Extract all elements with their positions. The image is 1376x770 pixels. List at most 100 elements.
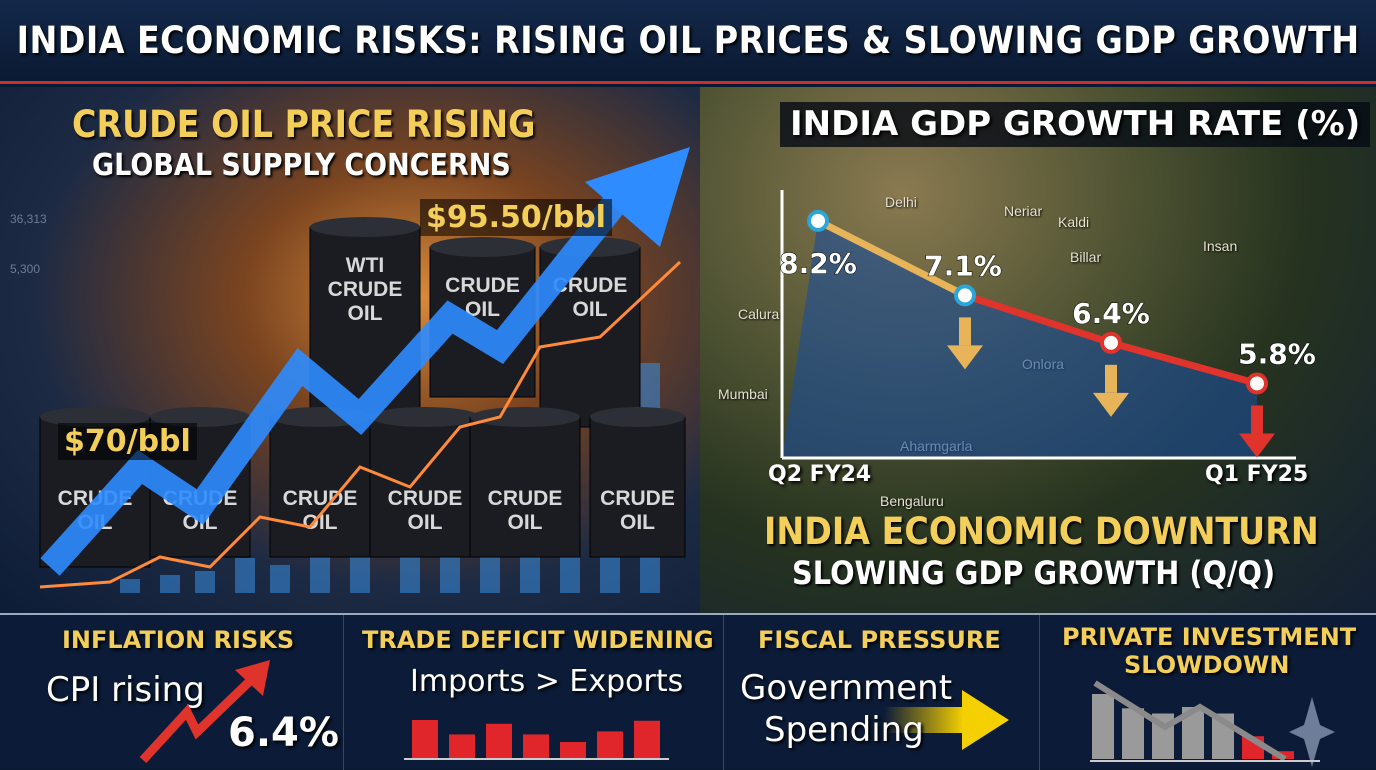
barrel-body xyxy=(369,416,481,558)
barrel-label: OIL xyxy=(303,511,338,534)
sparkle-icon xyxy=(1289,697,1335,767)
down-arrow-icon xyxy=(1105,364,1117,393)
card-title: INFLATION RISKS xyxy=(62,626,295,654)
downturn-subtitle: SLOWING GDP GROWTH (Q/Q) xyxy=(792,554,1276,592)
barrel-label: CRUDE xyxy=(553,274,628,297)
barrel-top xyxy=(430,237,535,257)
background-bar xyxy=(120,579,140,593)
right-arrow-icon xyxy=(884,690,1009,750)
map-label: Neriar xyxy=(1004,203,1043,219)
rising-arrow-icon xyxy=(139,660,270,764)
trade-text: Imports > Exports xyxy=(410,664,684,699)
background-bar xyxy=(270,565,290,593)
trade-bar-chart xyxy=(404,720,669,760)
barrel-label: OIL xyxy=(508,511,543,534)
gdp-heading-box: INDIA GDP GROWTH RATE (%) xyxy=(780,102,1371,148)
down-arrow-icon xyxy=(959,317,971,346)
barrel-top xyxy=(40,407,150,427)
investment-bar xyxy=(1182,707,1204,759)
decline-arrow xyxy=(1093,680,1287,762)
gdp-line-segment xyxy=(963,292,1113,347)
price-high-label: $95.50/bbl xyxy=(420,199,612,236)
cpi-value: 6.4% xyxy=(228,710,339,756)
map-label: Kaldi xyxy=(1058,214,1090,230)
price-trend-line xyxy=(39,260,682,589)
gdp-point xyxy=(1246,372,1268,395)
gdp-chart: 8.2% 7.1% 6.4% 5.8% xyxy=(779,190,1316,460)
trade-bar xyxy=(597,731,623,758)
fiscal-card: FISCAL PRESSURE Government Spending xyxy=(724,615,1040,770)
oil-panel: CRUDE OIL WTI CRUDE OIL CRUDE OIL CRUDE OIL CRUDE… xyxy=(0,87,700,613)
map-label: Calura xyxy=(738,306,780,322)
oil-subheading: GLOBAL SUPPLY CONCERNS xyxy=(92,148,511,183)
gdp-point xyxy=(954,284,976,307)
barrel-body xyxy=(469,416,581,558)
gdp-point xyxy=(807,209,829,232)
card-title: PRIVATE INVESTMENT xyxy=(1062,623,1357,651)
x-label-start: Q2 FY24 xyxy=(768,462,872,487)
gdp-area xyxy=(782,220,1257,458)
investment-bar xyxy=(1092,694,1114,759)
gdp-data-label: 5.8% xyxy=(1238,337,1316,370)
barrel-label: OIL xyxy=(465,298,500,321)
barrel-top xyxy=(370,407,480,427)
barrel-top xyxy=(310,217,420,237)
gdp-point xyxy=(1100,331,1122,354)
trade-bar xyxy=(412,720,438,758)
map-label: Billar xyxy=(1070,249,1102,265)
oil-heading: CRUDE OIL PRICE RISING xyxy=(72,103,536,146)
title-bar: INDIA ECONOMIC RISKS: RISING OIL PRICES … xyxy=(0,0,1376,84)
trade-bar xyxy=(560,742,586,758)
map-label: Delhi xyxy=(885,194,917,210)
barrel-label: CRUDE xyxy=(445,274,520,297)
card-title: FISCAL PRESSURE xyxy=(758,626,1001,654)
background-bar xyxy=(160,575,180,593)
downturn-title: INDIA ECONOMIC DOWNTURN xyxy=(764,510,1319,553)
gdp-panel: INDIA GDP GROWTH RATE (%) Delhi Neriar Kal… xyxy=(700,87,1376,613)
background-bar xyxy=(235,558,255,593)
investment-card: PRIVATE INVESTMENT SLOWDOWN xyxy=(1040,615,1376,770)
investment-bar xyxy=(1122,708,1144,759)
trade-bar xyxy=(486,723,512,758)
map-label: Insan xyxy=(1203,238,1238,254)
trade-bar xyxy=(523,734,549,758)
barrel-label: CRUDE xyxy=(328,278,403,301)
investment-bar-chart xyxy=(1090,680,1335,767)
fiscal-text-1: Government xyxy=(740,668,953,708)
gdp-heading: INDIA GDP GROWTH RATE (%) xyxy=(790,104,1361,144)
down-arrow-icon xyxy=(1251,405,1263,434)
down-arrow-icon xyxy=(947,345,983,370)
risk-panel: INFLATION RISKS CPI rising 6.4% TRADE DE… xyxy=(0,613,1376,770)
gdp-data-label: 8.2% xyxy=(779,247,857,280)
bg-number: 36,313 xyxy=(10,212,47,226)
barrel-body xyxy=(589,416,686,558)
barrel-top xyxy=(470,407,580,427)
barrel-label: WTI xyxy=(346,254,384,277)
gdp-data-label: 7.1% xyxy=(924,249,1002,282)
down-arrow-icon xyxy=(1239,433,1275,458)
barrel-label: CRUDE xyxy=(488,487,563,510)
rising-arrow-shaft xyxy=(40,188,631,576)
trade-card: TRADE DEFICIT WIDENING Imports > Exports xyxy=(344,615,724,770)
barrel-label: OIL xyxy=(348,302,383,325)
barrel-label: CRUDE xyxy=(600,487,675,510)
barrel-label: OIL xyxy=(408,511,443,534)
card-title-2: SLOWDOWN xyxy=(1124,651,1290,679)
trade-bar xyxy=(634,720,660,758)
cpi-text: CPI rising xyxy=(46,670,205,710)
map-label: Mumbai xyxy=(718,386,768,402)
barrel-label: OIL xyxy=(620,511,655,534)
barrel-label: CRUDE xyxy=(283,487,358,510)
barrel-top xyxy=(150,407,250,427)
card-title: TRADE DEFICIT WIDENING xyxy=(362,626,714,654)
inflation-card: INFLATION RISKS CPI rising 6.4% xyxy=(0,615,344,770)
barrel-label: OIL xyxy=(573,298,608,321)
bg-number: 5,300 xyxy=(10,262,41,276)
gdp-line-segment xyxy=(816,217,967,299)
barrel-body xyxy=(269,416,371,558)
gdp-line-segment xyxy=(1110,339,1258,387)
page-title: INDIA ECONOMIC RISKS: RISING OIL PRICES … xyxy=(16,19,1360,62)
trade-bar xyxy=(449,734,475,758)
